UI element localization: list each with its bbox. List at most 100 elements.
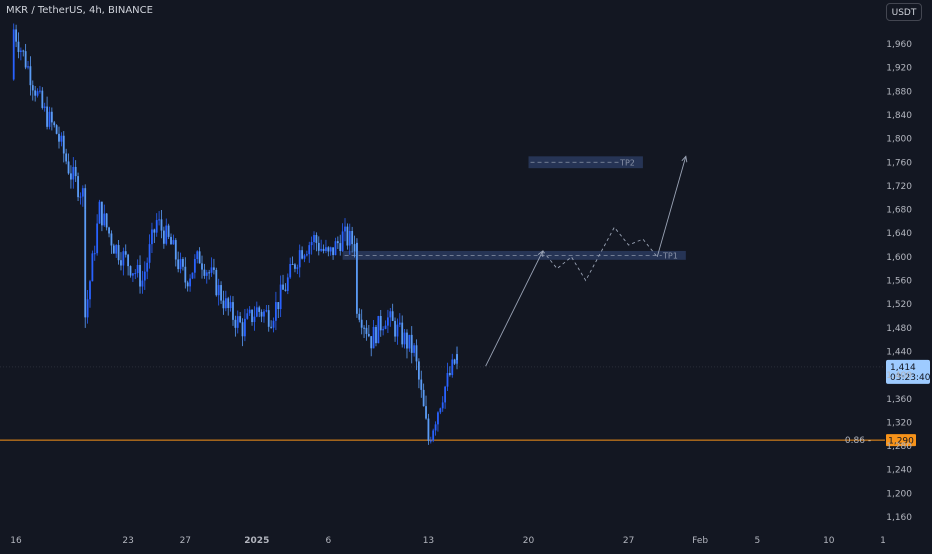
candle-body xyxy=(141,280,144,287)
candle-body xyxy=(220,285,222,301)
candle-body xyxy=(86,299,89,318)
candle-body xyxy=(43,106,46,108)
candle-body xyxy=(236,316,239,328)
countdown-label: 03:23:40 xyxy=(890,373,931,383)
candle-body xyxy=(277,302,280,310)
candle-body xyxy=(403,332,406,345)
candle-body xyxy=(31,85,34,91)
fib-ratio-label: 0.86 - xyxy=(845,436,871,446)
y-tick-label: 1,640 xyxy=(886,229,912,239)
candle-body xyxy=(136,264,139,274)
candle-body xyxy=(451,359,454,376)
candle-body xyxy=(303,255,306,259)
candle-body xyxy=(410,334,413,353)
candle-body xyxy=(377,316,380,344)
candle-body xyxy=(17,41,20,52)
x-tick-label: 5 xyxy=(754,536,760,546)
candle-body xyxy=(391,311,394,321)
candle-body xyxy=(155,220,158,233)
y-tick-label: 1,200 xyxy=(886,489,912,499)
candle-body xyxy=(60,135,63,142)
candle-body xyxy=(179,259,182,270)
candle-body xyxy=(406,332,408,349)
candle-body xyxy=(344,226,346,232)
candle-body xyxy=(151,229,153,245)
x-tick-label: Feb xyxy=(692,536,708,546)
y-tick-label: 1,680 xyxy=(886,206,912,216)
candle-body xyxy=(351,230,354,245)
candle-body xyxy=(420,379,423,390)
candle-body xyxy=(167,225,170,237)
candle-body xyxy=(98,201,101,224)
candle-body xyxy=(217,285,220,296)
current-price-badge xyxy=(886,359,930,384)
candle-body xyxy=(296,267,299,269)
candle-body xyxy=(241,322,244,337)
candle-body xyxy=(415,345,418,362)
candle-body xyxy=(248,309,251,314)
candle-body xyxy=(284,289,287,291)
candle-body xyxy=(384,325,387,329)
candle-body xyxy=(131,273,134,276)
candle-body xyxy=(129,266,132,276)
candle-body xyxy=(246,313,249,319)
candle-body xyxy=(19,50,22,52)
x-tick-label: 27 xyxy=(623,536,634,546)
symbol-title: MKR / TetherUS, 4h, BINANCE xyxy=(6,5,153,16)
candle-body xyxy=(348,230,351,246)
y-tick-label: 1,520 xyxy=(886,300,912,310)
candle-body xyxy=(425,406,427,419)
candle-body xyxy=(434,424,437,431)
candle-body xyxy=(193,259,196,273)
candle-body xyxy=(396,324,399,337)
candle-body xyxy=(422,389,425,407)
current-price-label: 1,414 xyxy=(890,363,916,373)
currency-button[interactable]: USDT xyxy=(886,3,922,21)
candle-body xyxy=(184,266,187,283)
x-tick-label: 23 xyxy=(122,536,133,546)
candle-body xyxy=(205,272,208,276)
candle-body xyxy=(110,233,113,246)
candle-body xyxy=(134,273,137,275)
candle-body xyxy=(103,213,106,226)
candle-body xyxy=(272,320,275,328)
axes: 1,160 1,200 1,240 1,280 1,320 1,360 1,400 1,440… xyxy=(10,40,912,546)
candle-body xyxy=(267,310,270,327)
candle-body xyxy=(55,125,58,134)
candle-body xyxy=(27,66,29,68)
y-tick-label: 1,280 xyxy=(886,442,912,452)
candle-body xyxy=(260,311,263,317)
candle-body xyxy=(255,307,258,317)
candle-body xyxy=(22,50,25,52)
candle-body xyxy=(389,311,392,318)
candle-body xyxy=(120,260,122,266)
candle-body xyxy=(356,242,358,314)
candle-body xyxy=(291,263,294,265)
x-tick-label: 16 xyxy=(10,536,22,546)
candle-body xyxy=(50,111,53,123)
candle-body xyxy=(444,386,447,403)
candle-body xyxy=(93,253,96,255)
candle-body xyxy=(353,244,356,252)
candle-body xyxy=(158,219,161,221)
candle-body xyxy=(65,153,68,162)
y-tick-label: 1,400 xyxy=(886,371,912,381)
candle-body xyxy=(139,264,141,287)
candle-body xyxy=(208,272,211,274)
candle-body xyxy=(305,254,308,256)
projection-arrow-2 xyxy=(656,156,687,257)
candle-body xyxy=(372,326,375,349)
candle-body xyxy=(341,231,344,252)
candle-body xyxy=(332,247,334,256)
candle-body xyxy=(239,316,242,323)
candle-body xyxy=(72,166,75,180)
candle-body xyxy=(224,298,227,309)
candle-body xyxy=(39,90,41,92)
candle-body xyxy=(191,272,194,279)
candle-body xyxy=(382,328,385,331)
candle-body xyxy=(229,302,232,309)
zone-label: TP1 xyxy=(662,251,678,260)
